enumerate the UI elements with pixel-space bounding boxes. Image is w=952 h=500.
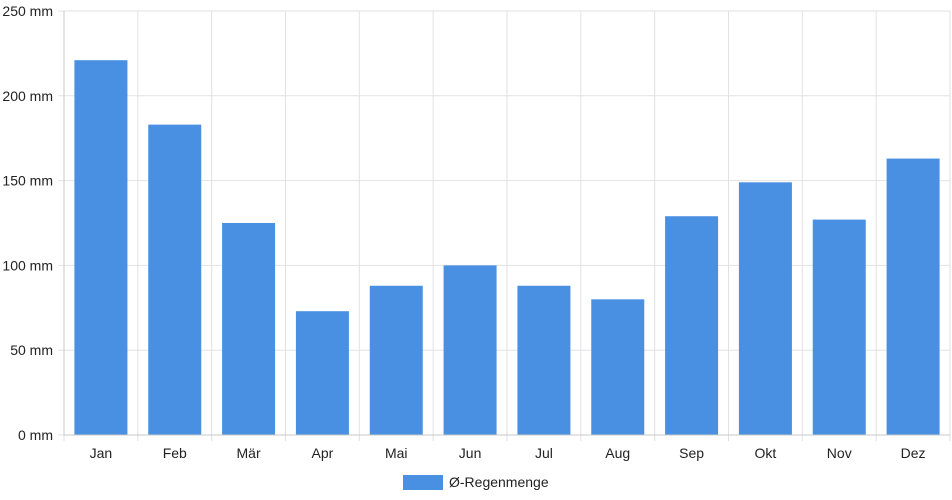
bar[interactable] [886,158,940,435]
bar[interactable] [295,311,349,435]
x-tick-label: Mai [385,445,408,461]
x-tick-label: Apr [312,445,334,461]
bar[interactable] [443,265,497,435]
x-tick-label: Mär [237,445,261,461]
x-axis-ticks: Jan Feb Mär Apr Mai Jun Jul Aug Sep Okt Nov Dez [90,445,926,461]
x-tick-label: Aug [605,445,630,461]
bar[interactable] [517,285,571,435]
bar[interactable] [591,299,645,435]
legend[interactable]: Ø-Regenmenge [403,474,549,490]
x-tick-label: Nov [827,445,852,461]
x-tick-label: Jul [535,445,553,461]
x-tick-label: Feb [163,445,187,461]
y-tick-label: 0 mm [18,427,53,443]
x-tick-label: Jan [90,445,113,461]
x-tick-label: Okt [755,445,777,461]
legend-label[interactable]: Ø-Regenmenge [449,474,549,490]
axes [63,11,950,436]
bar[interactable] [665,216,719,435]
y-tick-label: 50 mm [10,342,53,358]
bar[interactable] [74,60,128,436]
y-axis-ticks: 0 mm 50 mm 100 mm 150 mm 200 mm 250 mm [2,3,53,443]
legend-swatch[interactable] [403,475,443,490]
x-tick-label: Dez [901,445,926,461]
grid-lines [58,10,951,441]
bar[interactable] [222,223,276,435]
bar[interactable] [738,182,792,435]
bar[interactable] [148,124,202,435]
bars [74,60,940,436]
x-tick-label: Jun [459,445,482,461]
x-tick-label: Sep [679,445,704,461]
y-tick-label: 100 mm [2,257,53,273]
y-tick-label: 250 mm [2,3,53,19]
bar[interactable] [812,219,866,435]
bar[interactable] [369,285,423,435]
y-tick-label: 150 mm [2,173,53,189]
y-tick-label: 200 mm [2,88,53,104]
